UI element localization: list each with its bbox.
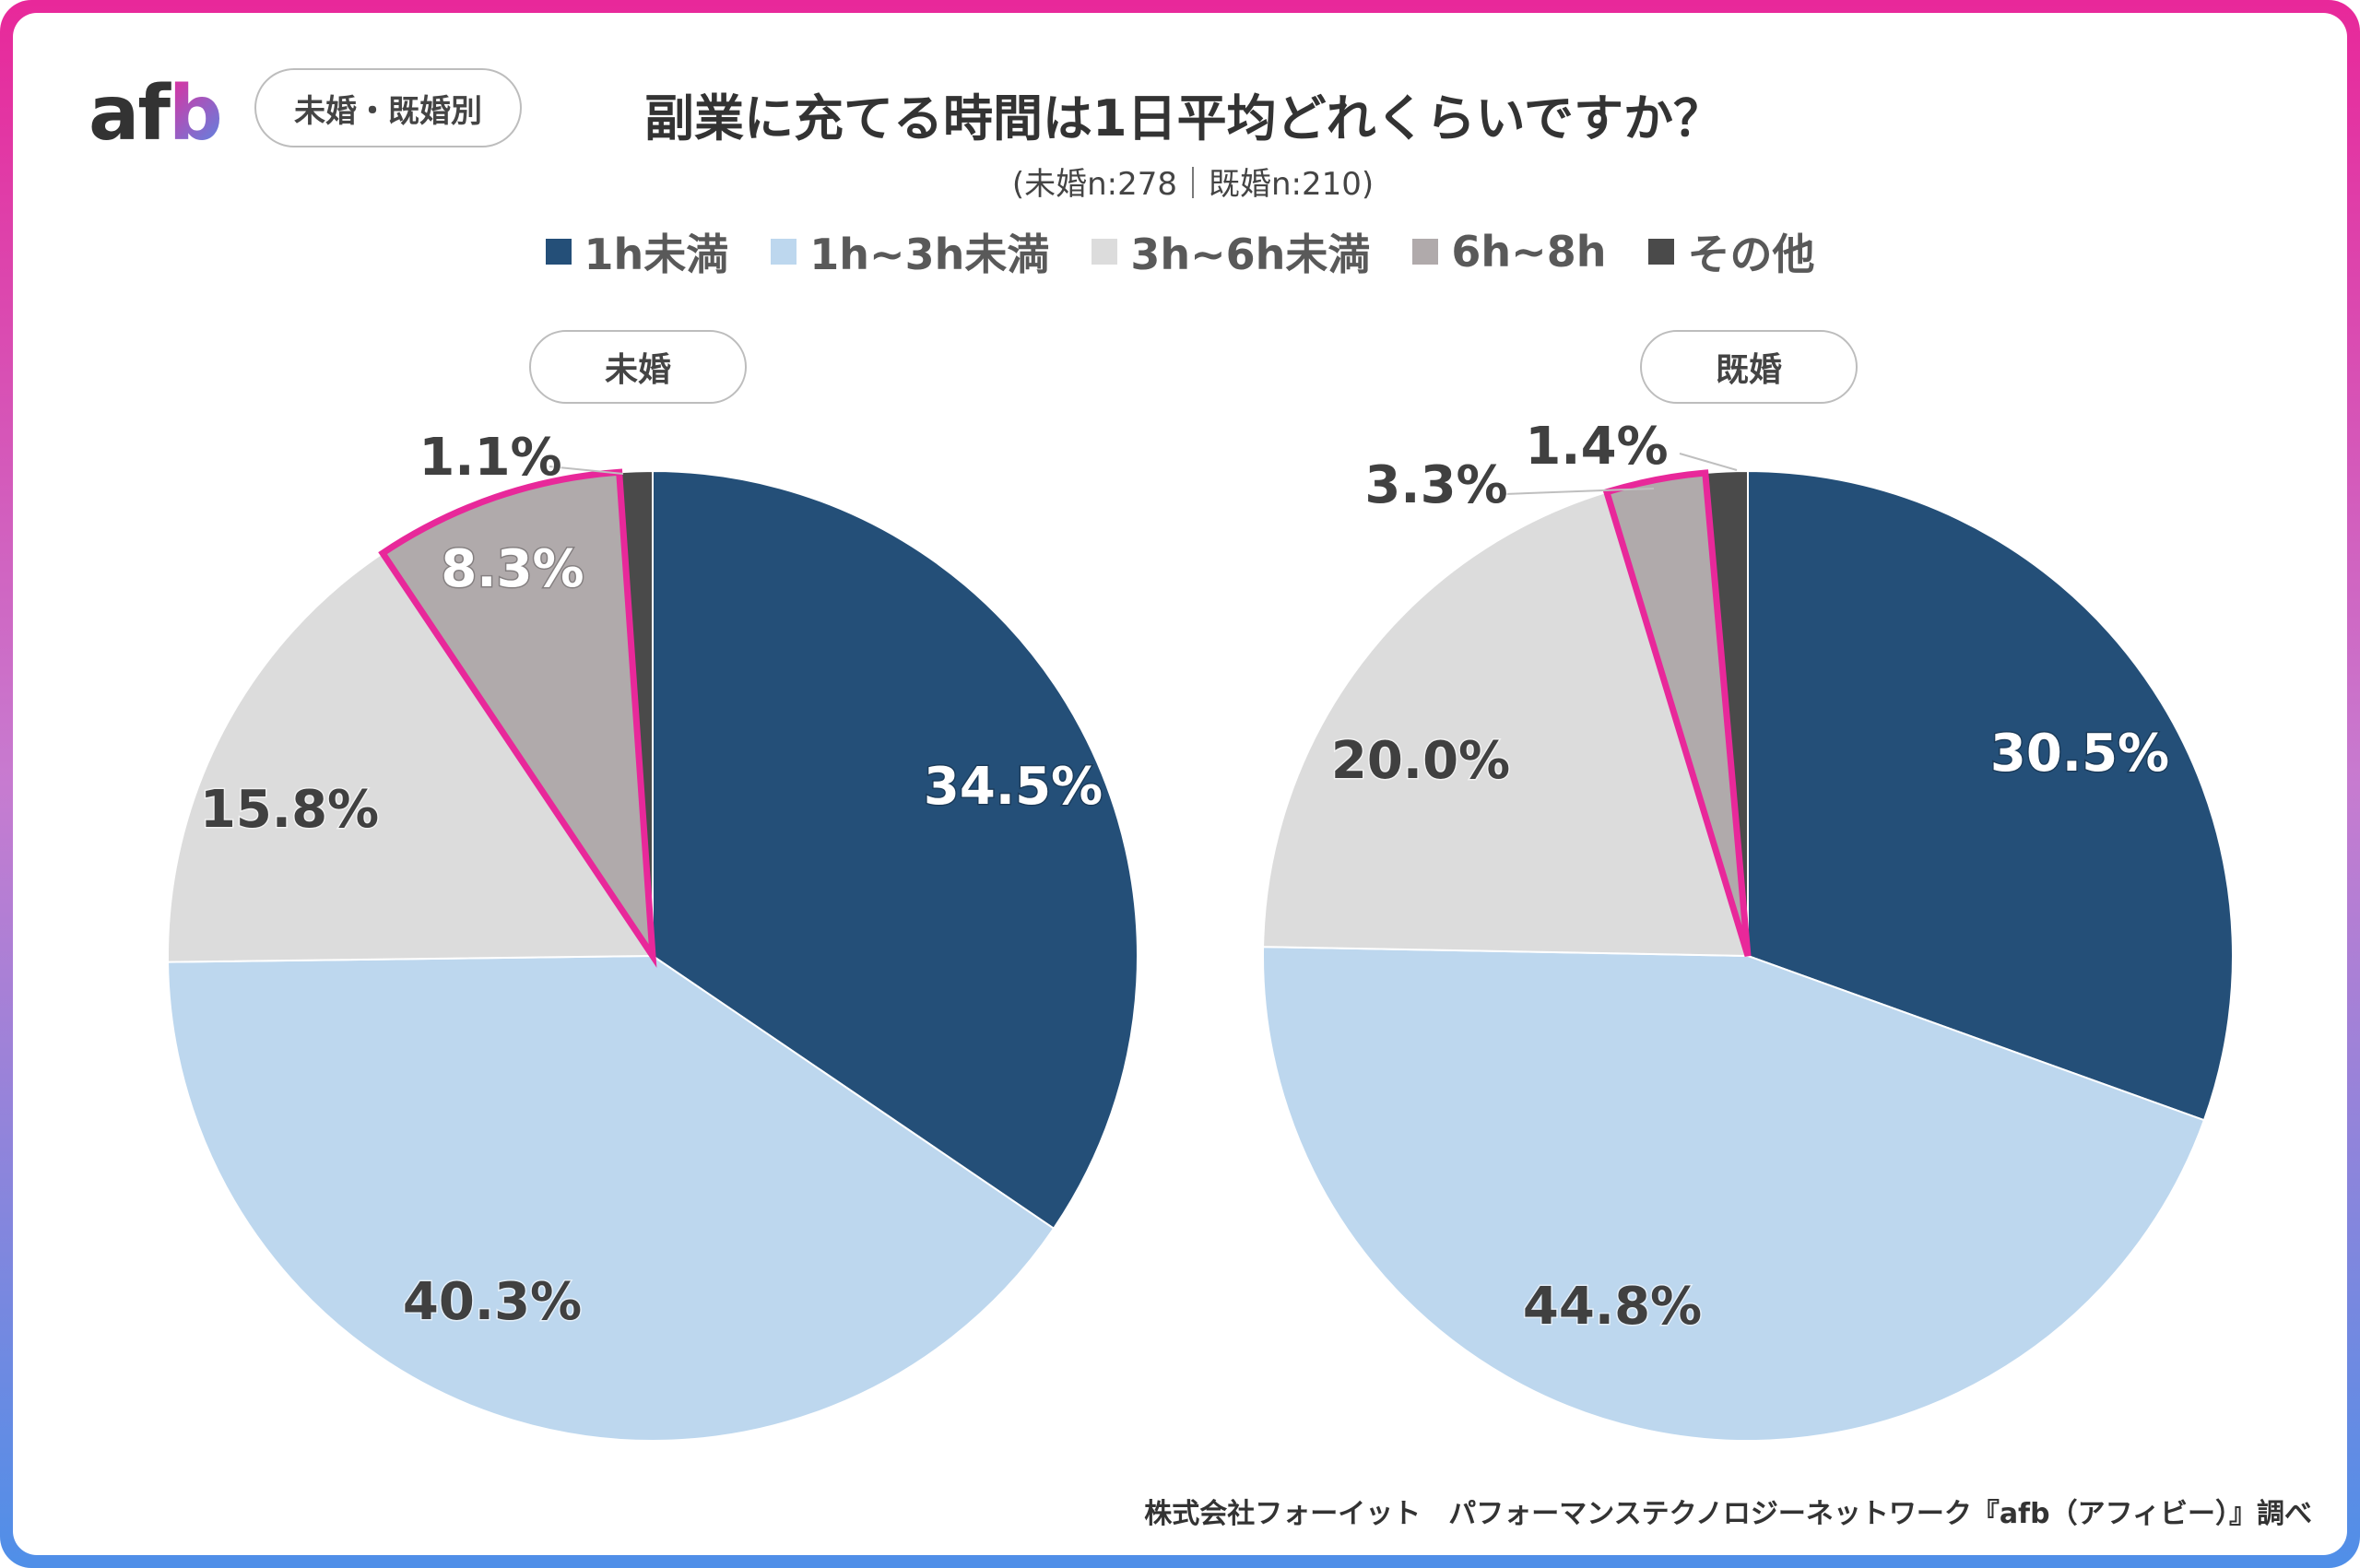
legend-swatch bbox=[771, 239, 797, 265]
legend-label: 1h~3h未満 bbox=[809, 230, 1050, 279]
pie-title-married: 既婚 bbox=[1640, 330, 1858, 404]
legend-swatch bbox=[545, 239, 572, 265]
legend: 1h未満 1h~3h未満 3h~6h未満 6h~8h その他 bbox=[13, 221, 2347, 282]
data-label-unmarried-6h-8h: 8.3% bbox=[441, 539, 584, 599]
pie-slice-married-1h-3h bbox=[1262, 946, 2206, 1443]
label-leader-line bbox=[1504, 488, 1655, 495]
pie-slice-unmarried-1h-3h bbox=[167, 954, 1056, 1442]
legend-label: 6h~8h bbox=[1451, 227, 1607, 277]
data-label-unmarried-other: 1.1% bbox=[419, 428, 561, 488]
legend-item-1h-3h: 1h~3h未満 bbox=[771, 221, 1049, 282]
data-label-unmarried-lt1h: 34.5% bbox=[924, 757, 1103, 817]
data-label-unmarried-3h-6h: 15.8% bbox=[200, 780, 379, 840]
pie-highlight-married bbox=[1602, 469, 1752, 958]
data-label-married-3h-6h: 20.0% bbox=[1331, 731, 1510, 791]
legend-label: 1h未満 bbox=[584, 230, 729, 279]
data-label-married-1h-3h: 44.8% bbox=[1523, 1277, 1702, 1337]
data-label-married-lt1h: 30.5% bbox=[1990, 724, 2169, 784]
data-label-unmarried-1h-3h: 40.3% bbox=[403, 1272, 582, 1332]
legend-item-6h-8h: 6h~8h bbox=[1412, 221, 1606, 282]
legend-item-3h-6h: 3h~6h未満 bbox=[1092, 221, 1370, 282]
pie-slice-married-3h-6h bbox=[1262, 490, 1750, 958]
legend-item-lt1h: 1h未満 bbox=[545, 221, 729, 282]
chart-title: 副業に充てる時間は1日平均どれくらいですか？ bbox=[644, 89, 1723, 147]
pie-charts: 34.5% 40.3% 15.8% 8.3% 1.1% 30.5% 44.8% 20.0% 3.… bbox=[167, 416, 2234, 1443]
source-footer: 株式会社フォーイット パフォーマンステクノロジーネットワーク『afb（アフィビー… bbox=[1144, 1498, 2312, 1530]
data-label-married-other: 1.4% bbox=[1525, 417, 1668, 477]
legend-swatch bbox=[1412, 239, 1439, 265]
label-leader-line bbox=[549, 466, 624, 475]
sample-size-subtitle: (未婚n:278｜既婚n:210) bbox=[1011, 166, 1375, 203]
afb-logo: afb bbox=[88, 70, 223, 158]
pie-highlight-unmarried bbox=[378, 468, 657, 968]
legend-item-other: その他 bbox=[1648, 221, 1814, 282]
pie-title-unmarried: 未婚 bbox=[529, 330, 747, 404]
pie-slice-married-lt1h bbox=[1747, 469, 2234, 1122]
pie-slice-unmarried-lt1h bbox=[652, 469, 1139, 1231]
legend-label: 3h~6h未満 bbox=[1130, 230, 1371, 279]
pie-slice-unmarried-3h-6h bbox=[167, 551, 655, 963]
chart-card: afb 未婚・既婚別 副業に充てる時間は1日平均どれくらいですか？ (未婚n:2… bbox=[13, 13, 2347, 1555]
legend-swatch bbox=[1092, 239, 1118, 265]
legend-label: その他 bbox=[1687, 230, 1815, 279]
data-label-married-6h-8h: 3.3% bbox=[1364, 455, 1507, 515]
legend-swatch bbox=[1648, 239, 1675, 265]
segment-tag: 未婚・既婚別 bbox=[254, 68, 522, 147]
label-leader-line bbox=[1679, 453, 1738, 471]
